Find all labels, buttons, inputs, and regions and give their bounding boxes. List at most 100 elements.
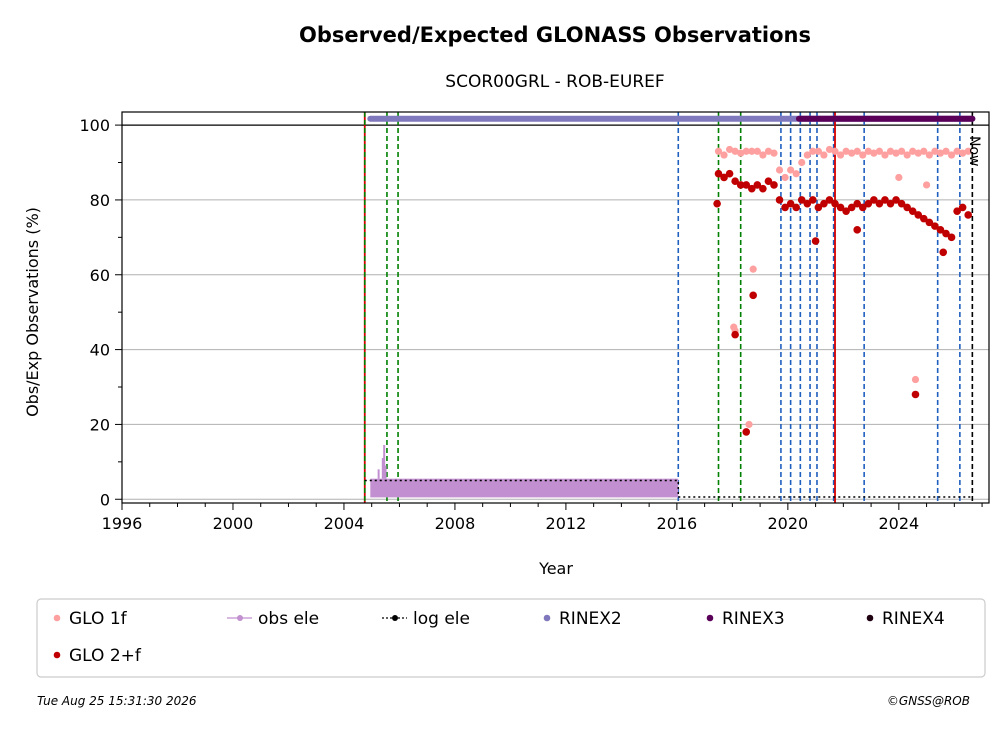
legend-marker [392,615,398,621]
footer-timestamp: Tue Aug 25 15:31:30 2026 [37,694,197,708]
legend-box [36,598,986,678]
point-glo-1f [742,147,750,155]
point-glo-2-f [792,203,800,212]
y-tick-label: 100 [79,116,110,135]
y-tick-label: 60 [90,266,110,285]
point-glo-2-f [742,181,751,189]
point-glo-1f [714,147,723,155]
legend-marker [53,651,61,659]
point-glo-1f [947,151,956,159]
point-glo-1f [895,173,903,182]
point-glo-1f [953,147,961,155]
y-tick-label: 80 [90,191,110,210]
legend-marker [53,614,61,622]
point-glo-2-f [713,199,721,208]
point-glo-1f [853,147,861,155]
point-glo-1f [931,147,939,155]
point-glo-1f [725,145,734,154]
point-glo-1f [825,145,834,154]
point-glo-1f [859,151,867,159]
point-glo-1f [922,181,931,189]
point-glo-1f [798,158,806,167]
point-glo-2-f [892,196,900,204]
legend-label: RINEX3 [722,609,785,629]
point-glo-2-f [886,199,895,208]
legend-item-log-ele: log ele [382,609,470,629]
legend-label: GLO 2+f [69,646,142,666]
point-glo-2-f [953,207,961,215]
point-glo-2-f [714,169,723,178]
x-tick-label: 2016 [657,514,698,533]
point-glo-1f [920,147,928,155]
x-axis-label: Year [538,559,573,578]
point-glo-1f [737,149,745,157]
data-points [364,115,976,498]
point-glo-2-f [720,173,728,182]
legend-marker [866,614,874,622]
point-glo-1f [925,151,933,159]
point-glo-2-f [947,233,956,242]
point-glo-1f [914,149,922,157]
point-glo-2-f [903,203,911,212]
point-glo-2-f [881,196,889,204]
y-tick-label: 0 [100,490,110,509]
log-ele-line [364,479,973,498]
point-glo-2-f [749,291,757,300]
point-glo-1f [814,147,822,155]
point-glo-1f [749,265,757,273]
point-glo-2-f [797,196,806,204]
point-glo-1f [842,147,850,155]
legend-label: RINEX4 [882,609,945,629]
point-glo-2-f [753,181,762,189]
y-tick-label: 40 [90,341,110,360]
y-axis-label: Obs/Exp Observations (%) [23,207,42,417]
point-glo-2-f [911,390,920,399]
point-glo-2-f [747,184,756,193]
point-glo-1f [964,147,972,155]
x-tick-label: 2004 [324,514,365,533]
point-glo-2-f [731,177,739,186]
point-glo-1f [820,151,828,159]
point-glo-1f [764,147,773,155]
legend-marker [543,614,551,622]
point-glo-1f [892,149,900,157]
x-tick-label: 1996 [102,514,143,533]
point-glo-1f [809,147,817,155]
point-glo-1f [770,149,778,157]
point-glo-2-f [803,199,812,208]
point-glo-1f [870,149,878,157]
legend-item-glo-2-f: GLO 2+f [53,646,142,666]
y-tick-label: 20 [90,415,110,434]
point-glo-1f [959,149,967,157]
point-glo-1f [731,147,739,155]
point-glo-1f [720,151,728,159]
point-glo-2-f [942,229,950,238]
legend-label: obs ele [258,609,319,629]
x-tick-label: 2000 [213,514,254,533]
point-glo-1f [792,170,800,178]
legend: GLO 1f obs ele log ele RINEX2 RINEX3 RINEX4 GL… [36,598,986,678]
point-glo-2-f [858,203,867,212]
legend-label: RINEX2 [559,609,622,629]
point-glo-2-f [831,199,839,208]
point-glo-1f [753,147,761,155]
point-glo-2-f [759,184,767,193]
point-glo-2-f [725,169,734,178]
point-glo-1f [886,147,895,155]
chart-title: Observed/Expected GLONASS Observations [299,23,811,47]
point-glo-2-f [908,207,917,215]
point-glo-2-f [864,199,873,208]
point-glo-2-f [875,199,884,208]
point-glo-1f [911,375,920,384]
point-glo-2-f [786,199,795,208]
point-glo-2-f [775,196,784,204]
point-glo-1f [787,166,795,174]
point-glo-1f [898,147,906,155]
point-glo-1f [803,151,811,159]
plot-frame [121,111,990,504]
point-glo-2-f [811,237,820,245]
legend-item-glo-1f: GLO 1f [53,609,128,629]
point-glo-2-f [931,222,939,230]
point-glo-1f [748,147,756,155]
